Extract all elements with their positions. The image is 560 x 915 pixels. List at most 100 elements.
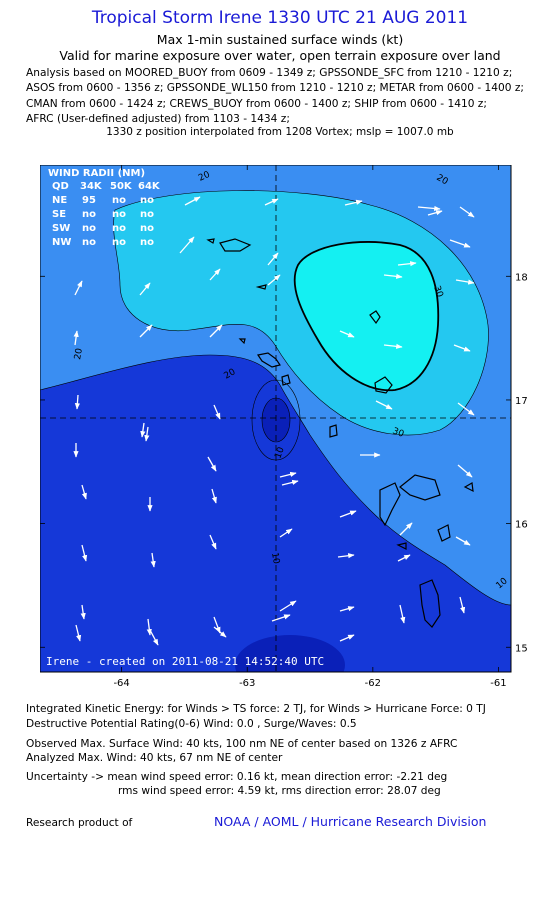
wind-arrow <box>81 544 88 562</box>
footer-ike: Integrated Kinetic Energy: for Winds > T… <box>26 703 486 715</box>
wind-radii-value: no <box>140 195 154 206</box>
wind-arrow <box>207 456 217 472</box>
wind-arrow <box>337 553 355 559</box>
wind-arrow <box>279 528 293 538</box>
axis-ticks: -64-64-63-63-62-62-61-611818171716161515 <box>40 165 528 689</box>
wind-arrow <box>281 479 299 486</box>
lon-tick-label: -62 <box>365 678 381 689</box>
contour-label: 20 <box>73 347 85 360</box>
wind-radii-value: no <box>112 223 126 234</box>
lat-tick-label: 15 <box>515 643 528 654</box>
island-guadeloupe <box>379 474 441 527</box>
wind-radii-quad: SW <box>52 223 70 234</box>
footer-uncertainty-1: Uncertainty -> mean wind speed error: 0.… <box>26 771 448 783</box>
wind-radii-col: QD <box>52 181 69 192</box>
center-crosshair <box>40 165 511 672</box>
wind-radii-value: no <box>82 209 96 220</box>
wind-arrow <box>339 606 355 612</box>
wind-vectors <box>73 196 475 646</box>
island-stkitts <box>257 352 281 368</box>
wind-radii-value: no <box>112 237 126 248</box>
footer-dpr: Destructive Potential Rating(0-6) Wind: … <box>26 718 357 730</box>
wind-radii-value: no <box>112 195 126 206</box>
wind-arrow <box>144 426 150 442</box>
wind-radii-value: no <box>112 209 126 220</box>
contour-label: 20 <box>197 170 212 184</box>
wind-arrow <box>213 626 227 638</box>
wind-radii-quad: SE <box>52 209 66 220</box>
island-dominica <box>419 579 441 628</box>
wind-map[interactable]: 20 20 20 20 30 30 10 10 10 WIND RADII (N… <box>40 165 560 700</box>
island-virgin <box>219 238 252 252</box>
contour-40 <box>293 241 440 392</box>
island-barbuda <box>369 310 381 325</box>
analysis-line: CMAN from 0600 - 1424 z; CREWS_BUOY from… <box>26 97 487 110</box>
wind-arrow <box>179 236 195 254</box>
wind-arrow <box>457 464 473 478</box>
wind-arrow <box>213 404 221 420</box>
wind-radii-value: no <box>82 237 96 248</box>
wind-arrow <box>339 510 357 518</box>
wind-arrow <box>211 488 217 504</box>
footer-uncertainty-2: rms wind speed error: 4.59 kt, rms direc… <box>118 785 441 797</box>
wind-arrow <box>455 279 475 285</box>
fill-gt40 <box>294 241 439 391</box>
wind-arrow <box>74 280 83 296</box>
wind-arrow <box>339 634 355 642</box>
contour-label: 30 <box>391 426 405 439</box>
wind-arrow <box>397 554 411 562</box>
wind-radii-col: 64K <box>138 181 161 192</box>
wind-arrow <box>383 343 403 349</box>
wind-radii-quad: NW <box>52 237 71 248</box>
wind-arrow <box>209 324 223 338</box>
research-org-link[interactable]: NOAA / AOML / Hurricane Research Divisio… <box>214 814 487 829</box>
wind-arrow <box>427 210 443 216</box>
wind-arrow <box>209 268 221 281</box>
analysis-line: ASOS from 0600 - 1356 z; GPSSONDE_WL150 … <box>26 82 525 95</box>
map-subtitle-1: Max 1-min sustained surface winds (kt) <box>156 32 404 47</box>
island-antigua <box>374 376 393 394</box>
contour-label: 10 <box>269 552 281 565</box>
footer-analyzed: Analyzed Max. Wind: 40 kts, 67 nm NE of … <box>26 752 283 764</box>
wind-arrow <box>81 484 87 500</box>
wind-radii-col: 50K <box>110 181 133 192</box>
wind-arrow <box>150 552 156 568</box>
created-label: Irene - created on 2011-08-21 14:52:40 U… <box>46 655 324 668</box>
wind-arrow <box>375 400 393 410</box>
research-label: Research product of <box>26 817 133 829</box>
wind-arrow <box>397 261 417 267</box>
wind-radii-quad: NE <box>52 195 67 206</box>
wind-arrow <box>80 604 86 620</box>
wind-radii-value: no <box>140 223 154 234</box>
wind-arrow <box>271 614 291 622</box>
position-note: 1330 z position interpolated from 1208 V… <box>106 126 454 138</box>
island-saba <box>238 338 246 345</box>
analysis-line: AFRC (User-defined adjusted) from 1103 -… <box>26 112 290 125</box>
wind-radii-value: no <box>140 209 154 220</box>
wind-arrow <box>139 282 151 296</box>
wind-arrow <box>449 239 471 248</box>
plot-frame <box>40 165 512 673</box>
analysis-sources: Analysis based on MOORED_BUOY from 0609 … <box>26 66 524 127</box>
wind-arrow <box>279 600 297 612</box>
wind-arrow <box>399 604 406 624</box>
contour-label: 10 <box>273 446 286 460</box>
lat-tick-label: 16 <box>515 520 528 531</box>
wind-arrow <box>399 522 413 536</box>
wind-arrow <box>139 324 153 338</box>
wind-arrow <box>267 274 281 286</box>
lon-tick-label: -61 <box>490 678 506 689</box>
wind-arrow <box>453 344 471 352</box>
wind-radii-table: WIND RADII (NM) QD 34K 50K 64K NE 95 no … <box>48 168 161 248</box>
footer-observed: Observed Max. Surface Wind: 40 kts, 100 … <box>26 738 458 750</box>
wind-arrow <box>383 273 403 279</box>
wind-arrow <box>184 196 201 206</box>
map-subtitle-2: Valid for marine exposure over water, op… <box>59 48 501 63</box>
lat-tick-label: 17 <box>515 396 528 407</box>
plot-area <box>40 165 511 672</box>
wind-arrow <box>279 471 297 478</box>
islands <box>206 238 474 628</box>
island-anguilla <box>255 284 267 290</box>
wind-radii-value: 95 <box>82 195 96 206</box>
contour-label: 30 <box>431 285 444 299</box>
